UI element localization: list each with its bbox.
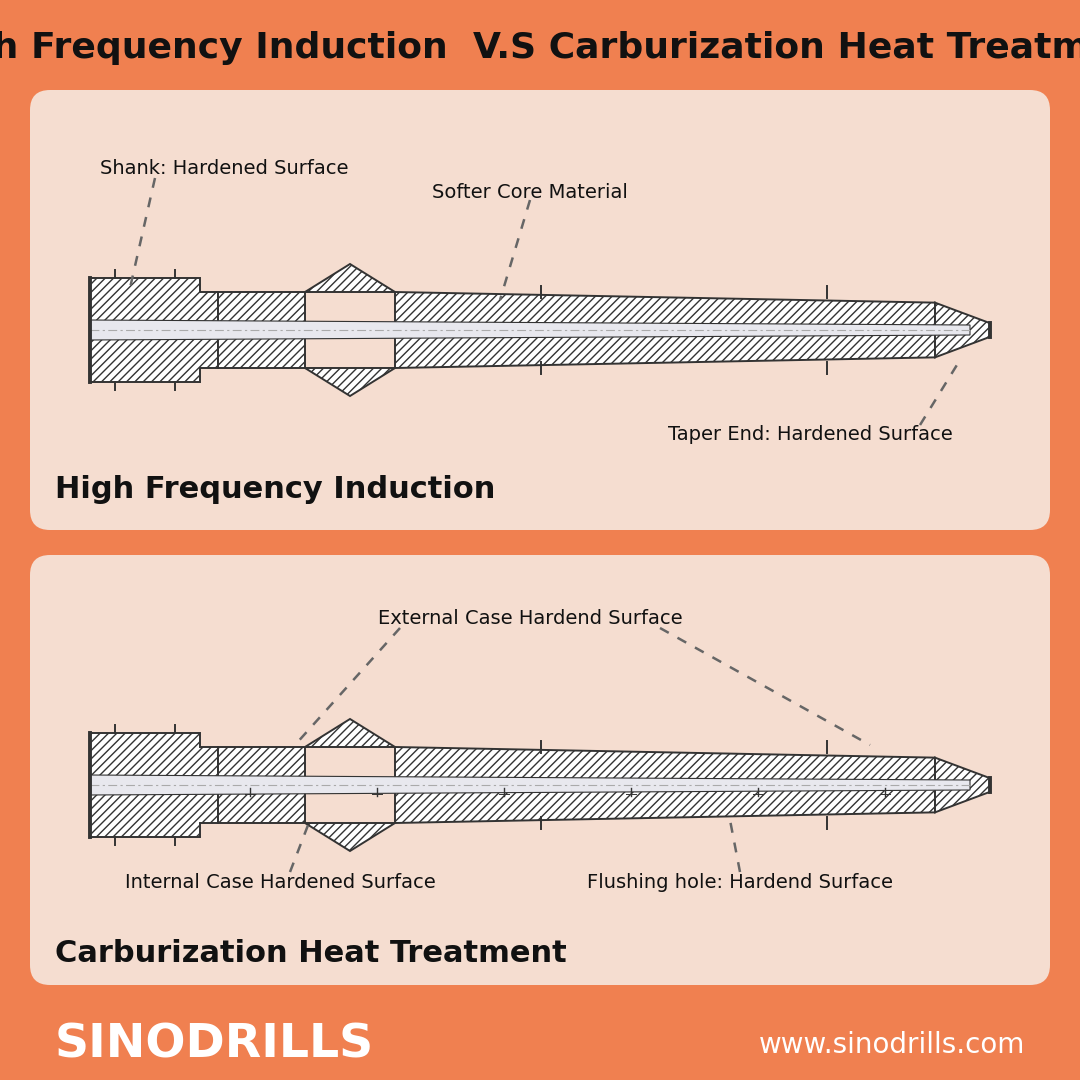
Polygon shape bbox=[90, 775, 970, 795]
Text: Carburization Heat Treatment: Carburization Heat Treatment bbox=[55, 940, 567, 969]
Polygon shape bbox=[90, 733, 218, 837]
Polygon shape bbox=[90, 278, 218, 382]
FancyBboxPatch shape bbox=[30, 555, 1050, 985]
Text: High Frequency Induction  V.S Carburization Heat Treatment: High Frequency Induction V.S Carburizati… bbox=[0, 31, 1080, 65]
Polygon shape bbox=[218, 747, 305, 823]
Text: SINODRILLS: SINODRILLS bbox=[55, 1023, 375, 1067]
Text: High Frequency Induction: High Frequency Induction bbox=[55, 475, 496, 504]
FancyBboxPatch shape bbox=[30, 90, 1050, 530]
Polygon shape bbox=[305, 368, 395, 396]
Polygon shape bbox=[395, 747, 935, 823]
Text: www.sinodrills.com: www.sinodrills.com bbox=[758, 1031, 1025, 1059]
Polygon shape bbox=[935, 302, 990, 357]
Polygon shape bbox=[90, 320, 970, 340]
Text: Softer Core Material: Softer Core Material bbox=[432, 183, 627, 202]
Polygon shape bbox=[305, 264, 395, 292]
Text: Flushing hole: Hardend Surface: Flushing hole: Hardend Surface bbox=[588, 873, 893, 891]
Text: External Case Hardend Surface: External Case Hardend Surface bbox=[378, 608, 683, 627]
Polygon shape bbox=[935, 758, 990, 812]
Polygon shape bbox=[218, 292, 305, 368]
Text: Shank: Hardened Surface: Shank: Hardened Surface bbox=[100, 159, 349, 177]
Polygon shape bbox=[395, 292, 935, 368]
Text: Taper End: Hardened Surface: Taper End: Hardened Surface bbox=[667, 426, 953, 445]
Text: Internal Case Hardened Surface: Internal Case Hardened Surface bbox=[124, 873, 435, 891]
Polygon shape bbox=[305, 823, 395, 851]
Polygon shape bbox=[305, 719, 395, 747]
